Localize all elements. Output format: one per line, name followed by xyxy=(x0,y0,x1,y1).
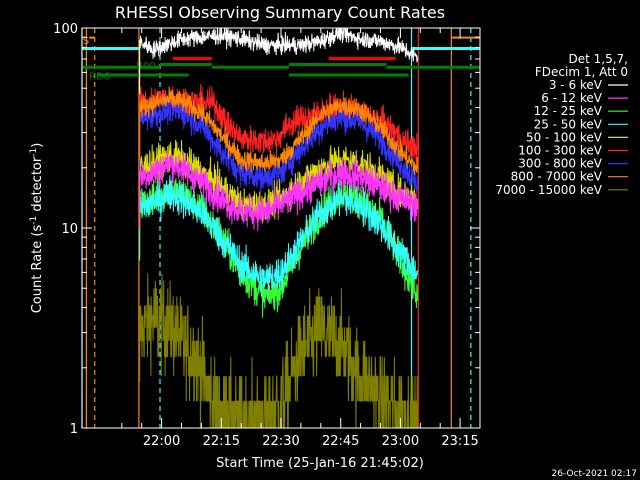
legend-header-1: FDecim 1, Att 0 xyxy=(535,65,628,79)
y-axis-label-prefix: Count Rate (s xyxy=(30,225,45,314)
y-tick-label-1: 1 xyxy=(70,422,78,437)
flag-label-s: S xyxy=(83,36,89,47)
series-line-25-50-kevkev xyxy=(139,175,418,297)
x-tick-label-22:45: 22:45 xyxy=(322,434,359,449)
x-tick-label-22:15: 22:15 xyxy=(203,434,240,449)
y-axis-label-middle: detector xyxy=(30,156,45,216)
legend-label-5: 100 - 300 keV xyxy=(518,144,602,158)
legend-label-6: 300 - 800 keV xyxy=(518,157,602,171)
x-axis-label: Start Time (25-Jan-16 21:45:02) xyxy=(216,456,424,471)
legend-label-0: 3 - 6 keV xyxy=(549,78,603,92)
x-tick-label-23:00: 23:00 xyxy=(382,434,419,449)
axes: 1 10 100 22:00 22:15 22:30 22:45 23:00 23:15 xyxy=(53,22,481,449)
flag-label-rd6: RD6 xyxy=(89,71,110,82)
series-line-800-7000-kevkev xyxy=(139,86,418,176)
legend-label-2: 12 - 25 keV xyxy=(534,104,603,118)
series-line-50-100-kevkev xyxy=(139,139,418,224)
y-axis-label-exponent-2: -1 xyxy=(29,148,39,157)
series-line-6-12-kevkev xyxy=(139,149,418,231)
legend-label-3: 25 - 50 keV xyxy=(534,117,603,131)
legend-label-7: 800 - 7000 keV xyxy=(511,170,603,184)
flag-label-r00: R00 xyxy=(136,61,156,72)
y-tick-label-100: 100 xyxy=(53,22,78,37)
series-line-3-6-kevkev xyxy=(139,27,418,94)
y-axis-label-exponent: -1 xyxy=(29,216,39,225)
y-axis-label: Count Rate (s-1 detector-1) xyxy=(29,143,45,314)
series-line-300-800-kevkev xyxy=(139,94,418,194)
x-tick-label-22:00: 22:00 xyxy=(143,434,180,449)
legend-header-0: Det 1,5,7, xyxy=(569,52,629,66)
y-tick-label-10: 10 xyxy=(61,222,78,237)
series-line-7000-15000-kevkev xyxy=(139,273,418,429)
x-tick-label-23:15: 23:15 xyxy=(441,434,478,449)
legend-label-1: 6 - 12 keV xyxy=(541,91,603,105)
chart-title: RHESSI Observing Summary Count Rates xyxy=(115,3,445,22)
legend-label-8: 7000 - 15000 keV xyxy=(495,183,602,197)
x-tick-label-22:30: 22:30 xyxy=(262,434,299,449)
legend-label-4: 50 - 100 keV xyxy=(526,130,603,144)
generated-timestamp: 26-Oct-2021 02:17 xyxy=(552,469,637,479)
y-axis-label-end: ) xyxy=(30,143,45,148)
